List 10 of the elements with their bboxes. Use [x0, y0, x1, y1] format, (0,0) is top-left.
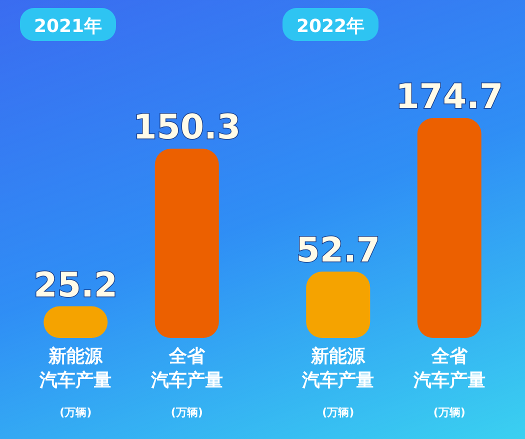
data-label: 52.7: [296, 230, 380, 271]
chart-title: 2022年: [296, 16, 365, 37]
x-tick-label: 新能源汽车产量(万辆): [301, 346, 374, 419]
chart-title: 2021年: [34, 16, 102, 37]
x-tick-label: 全省汽车产量(万辆): [412, 346, 486, 419]
x-tick-label: 全省汽车产量(万辆): [150, 346, 223, 419]
data-label: 25.2: [34, 265, 118, 306]
data-label: 174.7: [396, 77, 504, 117]
x-tick-label: 新能源汽车产量(万辆): [38, 346, 112, 419]
data-label: 150.3: [133, 108, 241, 148]
